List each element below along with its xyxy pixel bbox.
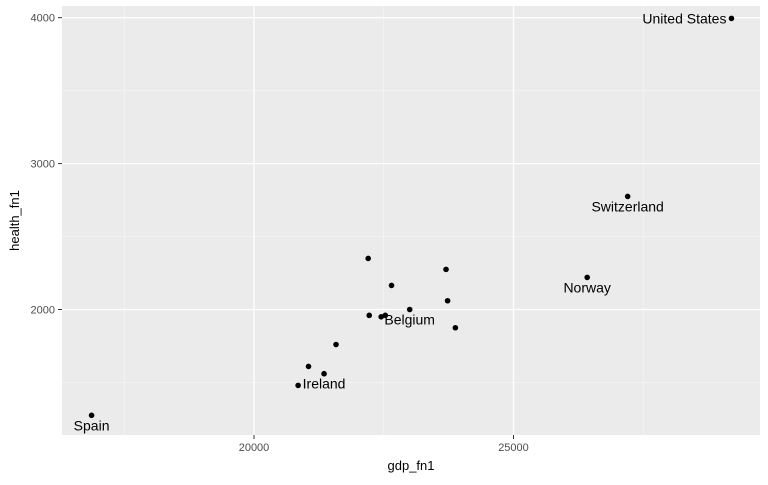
data-point bbox=[388, 282, 395, 289]
data-point-switzerland bbox=[624, 193, 631, 200]
point-label: Switzerland bbox=[591, 198, 663, 214]
point-label: Norway bbox=[563, 279, 610, 295]
data-point bbox=[366, 312, 373, 319]
data-point bbox=[295, 382, 301, 389]
point-labels: Spain Ireland Belgium Norway Switzerland Unit… bbox=[74, 10, 727, 433]
y-tick-label: 4000 bbox=[31, 13, 55, 25]
y-tick-label: 3000 bbox=[31, 159, 55, 171]
point-label: Ireland bbox=[303, 376, 346, 392]
y-tick-label: 2000 bbox=[31, 305, 55, 317]
data-point-norway bbox=[584, 274, 590, 281]
x-tick-label: 25000 bbox=[498, 442, 529, 454]
data-point bbox=[333, 341, 339, 348]
data-point-ireland bbox=[321, 370, 327, 377]
data-point bbox=[452, 324, 459, 331]
data-point-belgium bbox=[406, 306, 413, 313]
data-point bbox=[305, 363, 312, 370]
y-axis-title: health_fn1 bbox=[7, 190, 22, 251]
minor-gridlines bbox=[62, 6, 760, 435]
point-label: United States bbox=[642, 10, 726, 26]
data-point bbox=[365, 255, 371, 262]
data-point-united-states bbox=[728, 15, 735, 22]
data-points bbox=[88, 15, 735, 419]
data-point bbox=[444, 297, 451, 304]
plot-panel bbox=[62, 6, 760, 435]
x-tick-label: 20000 bbox=[239, 442, 270, 454]
point-label: Spain bbox=[74, 417, 110, 433]
x-axis-title: gdp_fn1 bbox=[388, 458, 435, 473]
data-point bbox=[443, 266, 449, 273]
y-axis-ticks: 2000 3000 4000 bbox=[31, 13, 62, 317]
data-point-spain bbox=[88, 412, 95, 419]
point-label: Belgium bbox=[384, 312, 435, 328]
x-axis-ticks: 20000 25000 bbox=[239, 435, 529, 454]
data-point bbox=[382, 312, 389, 319]
